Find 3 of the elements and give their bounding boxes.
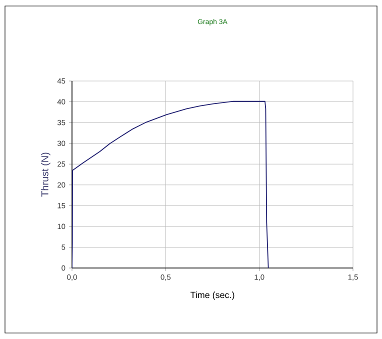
line-series [72,100,269,268]
x-axis-title: Time (sec.) [190,292,234,300]
y-axis-title: Thrust (N) [41,152,50,197]
